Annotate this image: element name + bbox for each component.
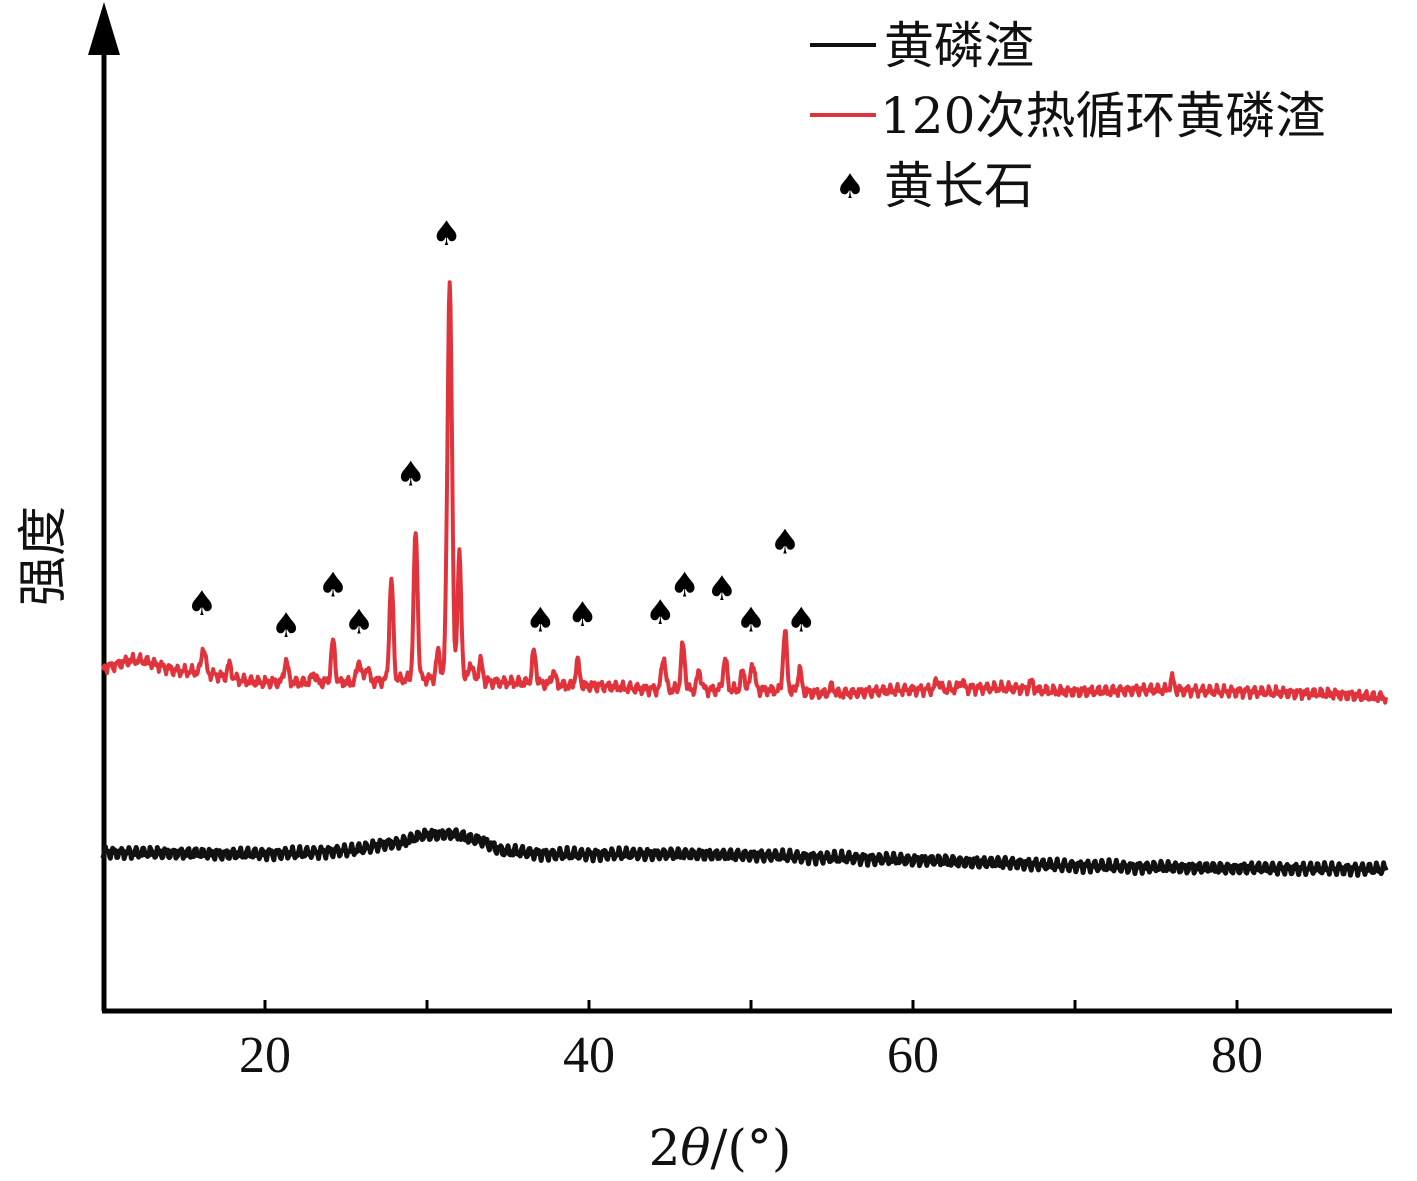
- x-axis-ticks: [263, 1000, 1239, 1011]
- melilite-markers: ♠♠♠♠♠♠♠ ♠ ♠♠ ♠♠♠♠: [187, 214, 817, 646]
- melilite-marker-11: ♠: [736, 600, 766, 640]
- x-tick-label-20: 20: [239, 1027, 291, 1084]
- x-tick-label-60: 60: [887, 1027, 939, 1084]
- x-axis-title-unit: /(°): [711, 1119, 792, 1177]
- legend-label-melilite: 黄长石: [884, 157, 1034, 215]
- legend-marker-icon: ♠: [835, 167, 865, 207]
- x-axis-title-prefix: 2: [649, 1119, 681, 1177]
- melilite-marker-2: ♠: [318, 565, 348, 605]
- x-tick-label-40: 40: [563, 1027, 615, 1084]
- melilite-marker-9: ♠: [669, 565, 699, 605]
- series-line-cycled-slag: [101, 280, 1388, 705]
- melilite-marker-4: ♠: [396, 454, 426, 494]
- melilite-marker-3: ♠: [344, 602, 374, 642]
- melilite-marker-6: ♠: [525, 600, 555, 640]
- melilite-marker-5: ♠: [431, 214, 461, 254]
- x-axis-title: 2θ/(°): [649, 1119, 792, 1177]
- melilite-marker-13: ♠: [786, 600, 816, 640]
- melilite-marker-0: ♠: [187, 584, 217, 624]
- legend-label-cycled-slag: 120次热循环黄磷渣: [880, 87, 1325, 145]
- x-axis-title-theta: θ: [680, 1119, 710, 1177]
- melilite-marker-12: ♠: [770, 523, 800, 563]
- melilite-marker-8: ♠: [645, 593, 675, 633]
- melilite-marker-7: ♠: [567, 595, 597, 635]
- y-axis-title: 强度: [14, 506, 72, 606]
- series-line-raw-slag: [100, 827, 1389, 878]
- melilite-marker-1: ♠: [271, 606, 301, 646]
- x-tick-label-80: 80: [1211, 1027, 1263, 1084]
- legend-label-raw-slag: 黄磷渣: [884, 17, 1034, 75]
- legend: 黄磷渣 120次热循环黄磷渣 ♠ 黄长石: [810, 17, 1325, 215]
- y-axis-arrow: [88, 2, 120, 55]
- melilite-marker-10: ♠: [707, 569, 737, 609]
